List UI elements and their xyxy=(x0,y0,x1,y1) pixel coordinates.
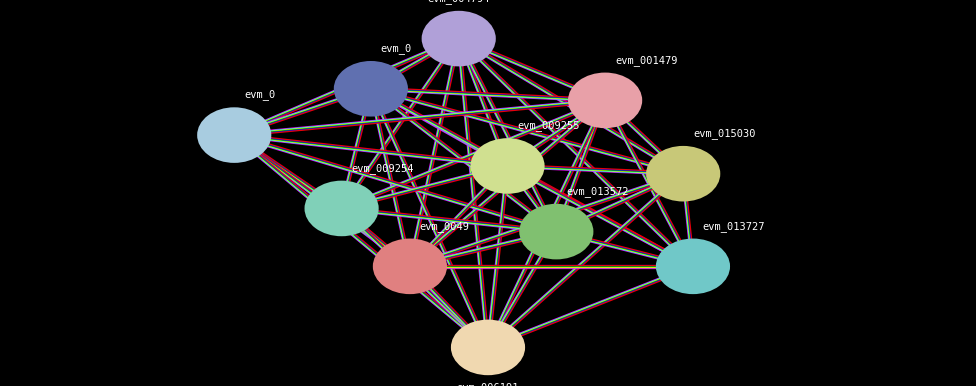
Ellipse shape xyxy=(197,107,271,163)
Ellipse shape xyxy=(305,181,379,236)
Text: evm_0049: evm_0049 xyxy=(420,221,469,232)
Ellipse shape xyxy=(373,239,447,294)
Ellipse shape xyxy=(519,204,593,259)
Ellipse shape xyxy=(451,320,525,375)
Text: evm_009254: evm_009254 xyxy=(351,163,414,174)
Text: evm_006191: evm_006191 xyxy=(457,382,519,386)
Ellipse shape xyxy=(470,138,545,194)
Text: evm_015030: evm_015030 xyxy=(693,128,755,139)
Text: evm_001479: evm_001479 xyxy=(615,55,677,66)
Ellipse shape xyxy=(646,146,720,201)
Text: evm_009255: evm_009255 xyxy=(517,120,580,131)
Text: evm_004794: evm_004794 xyxy=(427,0,490,4)
Text: evm_013727: evm_013727 xyxy=(703,221,765,232)
Ellipse shape xyxy=(334,61,408,117)
Text: evm_013572: evm_013572 xyxy=(566,186,629,197)
Text: evm_0: evm_0 xyxy=(244,90,275,100)
Ellipse shape xyxy=(568,73,642,128)
Ellipse shape xyxy=(656,239,730,294)
Text: evm_0: evm_0 xyxy=(381,43,412,54)
Ellipse shape xyxy=(422,11,496,66)
